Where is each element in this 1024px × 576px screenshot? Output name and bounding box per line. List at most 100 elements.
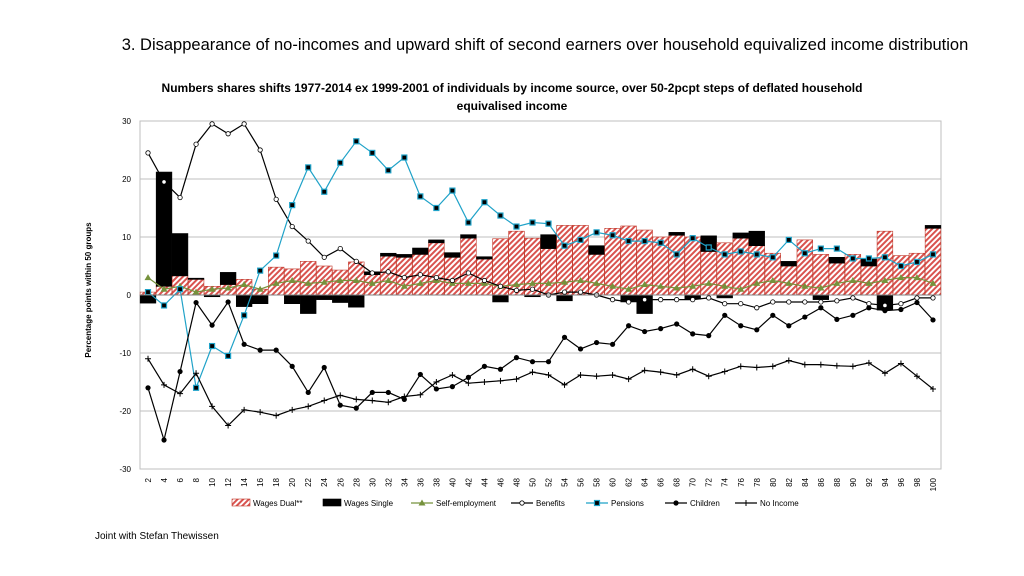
point-no-income: [705, 373, 712, 380]
point-self-employment: [304, 279, 312, 286]
point-children: [353, 405, 359, 411]
point-no-income: [449, 372, 456, 379]
y-tick-label: 20: [122, 175, 131, 184]
point-children: [770, 312, 776, 318]
point-children: [433, 386, 439, 392]
x-tick-label: 78: [753, 477, 762, 486]
legend-label-no-income: No Income: [760, 499, 799, 508]
legend-marker-self-employment: [418, 499, 426, 506]
legend-swatch-wages-single: [322, 498, 342, 507]
bar-wages-dual: [300, 261, 317, 296]
point-children: [898, 306, 904, 313]
point-pensions: [449, 187, 456, 194]
point-no-income: [433, 379, 440, 385]
point-benefits: [513, 287, 520, 293]
bar-wages-single: [252, 294, 269, 304]
bar-wages-single: [476, 256, 493, 260]
point-self-employment: [705, 279, 713, 286]
point-pensions: [369, 149, 376, 156]
x-tick-label: 94: [881, 477, 890, 486]
point-no-income: [897, 360, 904, 367]
point-pensions: [865, 255, 873, 262]
line-no-income: [147, 358, 934, 427]
point-pensions: [929, 251, 937, 258]
point-children: [786, 323, 792, 329]
point-no-income: [289, 406, 296, 413]
point-no-income: [273, 412, 280, 419]
point-self-employment: [897, 274, 905, 281]
legend-swatch-wages-dual: [231, 498, 251, 507]
x-tick-label: 82: [785, 477, 794, 486]
point-pensions: [433, 204, 440, 212]
x-tick-label: 44: [480, 477, 489, 486]
point-no-income: [353, 396, 360, 403]
bar-wages-single: [492, 294, 509, 303]
point-self-employment: [528, 279, 536, 286]
point-benefits: [305, 238, 311, 244]
point-no-income: [769, 363, 776, 370]
legend: Wages Dual** Wages Single Self-employment B…: [231, 498, 799, 508]
point-no-income: [465, 380, 472, 387]
x-tick-label: 88: [833, 477, 842, 486]
point-self-employment: [641, 281, 649, 288]
point-benefits: [642, 297, 648, 303]
x-tick-label: 40: [448, 477, 457, 486]
point-pensions: [753, 251, 760, 258]
point-benefits: [529, 286, 536, 292]
point-self-employment: [593, 279, 601, 286]
point-no-income: [529, 369, 536, 376]
point-pensions: [577, 236, 584, 243]
x-tick-label: 72: [705, 477, 714, 486]
point-benefits: [882, 302, 888, 309]
x-tick-label: 64: [641, 477, 650, 486]
point-children: [658, 326, 664, 332]
legend-label-children: Children: [690, 499, 720, 508]
point-children: [321, 364, 327, 371]
point-pensions: [529, 219, 536, 226]
point-children: [738, 323, 744, 329]
bar-wages-single: [828, 256, 846, 264]
x-tick-label: 10: [208, 477, 217, 486]
legend-label-pensions: Pensions: [611, 499, 644, 508]
point-benefits: [465, 270, 472, 276]
bar-wages-dual: [540, 248, 557, 296]
point-children: [577, 346, 584, 352]
point-children: [593, 339, 600, 346]
point-no-income: [161, 381, 168, 388]
point-benefits: [770, 299, 776, 305]
point-pensions: [801, 250, 808, 257]
point-pensions: [497, 212, 504, 219]
point-no-income: [145, 355, 152, 362]
x-tick-label: 58: [593, 477, 602, 486]
point-pensions: [257, 267, 264, 274]
point-no-income: [609, 372, 616, 379]
legend-marker-benefits: [519, 500, 525, 506]
x-tick-label: 46: [496, 477, 505, 486]
point-children: [850, 312, 856, 318]
point-no-income: [817, 361, 824, 368]
y-tick-label: 0: [127, 291, 132, 300]
point-self-employment: [545, 279, 553, 286]
point-children: [225, 299, 231, 305]
x-tick-label: 26: [336, 477, 345, 486]
point-no-income: [865, 359, 872, 366]
point-pensions: [241, 312, 248, 319]
point-no-income: [801, 361, 808, 368]
point-self-employment: [849, 277, 857, 283]
lines: [144, 121, 937, 443]
x-tick-label: 20: [288, 477, 297, 486]
point-no-income: [561, 381, 568, 388]
point-benefits: [930, 295, 936, 301]
point-self-employment: [721, 282, 729, 289]
bar-wages-dual: [588, 254, 605, 296]
bar-wages-dual: [620, 225, 637, 296]
point-no-income: [721, 368, 728, 375]
point-no-income: [737, 363, 744, 370]
point-benefits: [385, 269, 391, 275]
bar-wages-single: [924, 225, 942, 229]
point-pensions: [208, 342, 216, 350]
point-no-income: [929, 385, 936, 392]
bar-wages-single: [748, 230, 765, 246]
point-pensions: [641, 237, 648, 245]
bar-wages-single: [460, 234, 477, 239]
